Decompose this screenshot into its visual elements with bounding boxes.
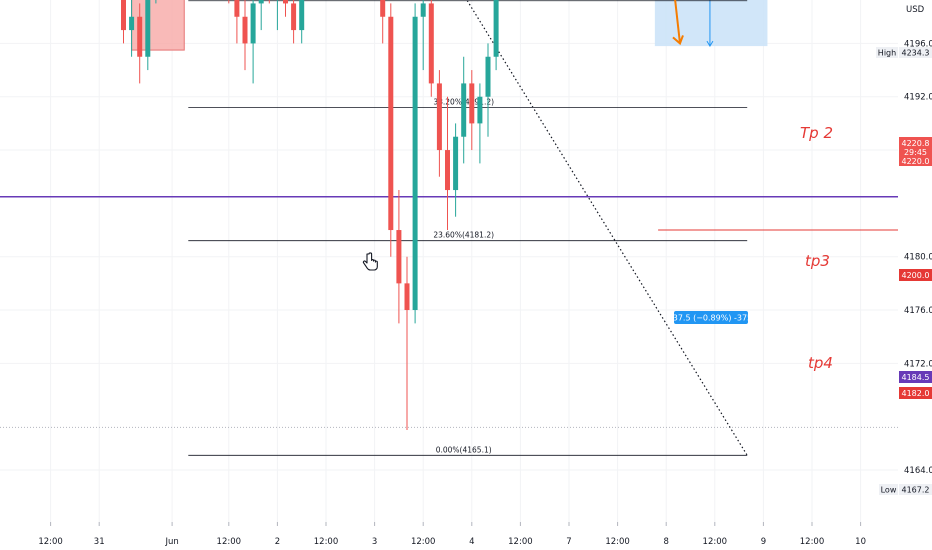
svg-text:4220.8: 4220.8 [902, 139, 930, 148]
purple-level-tag: 4184.5 [899, 371, 932, 383]
time-tick-label: 3 [372, 537, 377, 547]
time-tick-label: 9 [761, 537, 766, 547]
drawn-lines[interactable] [0, 0, 898, 456]
tp3-price-tag: 4200.0 [899, 269, 932, 281]
candle-body [436, 83, 442, 151]
time-tick-label: 12:00 [605, 537, 630, 547]
projection-arrow[interactable] [628, 0, 684, 46]
currency-label: USD [906, 5, 925, 15]
position-measure-arrowhead [706, 40, 714, 48]
position-measure-label: -37.5 (−0.89%) -375 [670, 314, 752, 323]
price-tick-label: 4192.0 [904, 93, 932, 103]
time-tick-label: 12:00 [314, 537, 339, 547]
time-tick-label: 12:00 [508, 537, 533, 547]
svg-text:4184.5: 4184.5 [902, 373, 930, 382]
tp2-annotation[interactable]: Tp 2 [800, 124, 833, 142]
short-position-tool[interactable] [654, 0, 768, 48]
candle-body [388, 16, 394, 231]
time-tick-label: 4 [469, 537, 474, 547]
candle-body [477, 96, 483, 124]
candle-body [242, 16, 248, 44]
candle-body [137, 16, 143, 57]
candle-body [283, 0, 288, 4]
candle-body [258, 0, 264, 4]
low-tag: Low 4167.2 [879, 484, 932, 495]
candle-body [145, 0, 151, 57]
current-price-tag: 4220.8 29:45 4220.0 [899, 137, 932, 166]
grid-layer [0, 0, 898, 522]
candle-body [445, 150, 450, 191]
price-tick-label: 4164.0 [904, 466, 932, 476]
tp4-price-tag: 4182.0 [899, 387, 932, 399]
svg-text:4167.2: 4167.2 [902, 486, 930, 495]
hand-cursor-icon [362, 252, 378, 271]
time-tick-label: 31 [94, 537, 105, 547]
fib-level-label: 0.00%(4165.1) [436, 445, 492, 454]
fib-level-label: 23.60%(4181.2) [433, 231, 494, 240]
svg-text:4182.0: 4182.0 [902, 389, 930, 398]
time-tick-label: 12:00 [800, 537, 825, 547]
descending-trendline [466, 0, 748, 456]
candle-body [121, 0, 126, 31]
tp4-annotation[interactable]: tp4 [808, 354, 833, 372]
tp3-annotation[interactable]: tp3 [805, 252, 830, 270]
svg-text:4200.0: 4200.0 [902, 271, 930, 280]
time-tick-label: 12:00 [217, 537, 242, 547]
candle-body [380, 0, 386, 17]
time-tick-label: 12:00 [703, 537, 728, 547]
high-tag: High 4234.3 [876, 47, 932, 58]
candle-body [428, 3, 434, 84]
candle-body [299, 0, 305, 31]
short-position-target-zone [654, 0, 768, 47]
candle-body [234, 0, 240, 17]
price-tick-label: 4176.0 [904, 306, 932, 316]
time-tick-label: 12:00 [38, 537, 63, 547]
time-axis[interactable]: 12:00 31 Jun 12:00 2 12:00 3 12:00 4 12:00 7 12:00 8… [0, 522, 932, 550]
candle-body [129, 16, 135, 31]
candle-body [250, 3, 256, 44]
position-measure-tag: -37.5 (−0.89%) -375 [670, 311, 752, 324]
candle-body [404, 283, 410, 311]
candle-body [396, 230, 402, 284]
projection-arrow-head [672, 35, 684, 46]
candle-body [461, 83, 467, 137]
time-tick-label: Jun [164, 537, 178, 547]
candles[interactable] [0, 0, 612, 430]
candle-body [453, 136, 459, 191]
time-tick-label: 8 [663, 537, 668, 547]
candle-body [469, 83, 475, 124]
time-tick-label: 7 [566, 537, 571, 547]
time-tick-label: 12:00 [411, 537, 436, 547]
svg-text:High: High [878, 49, 896, 58]
svg-text:4220.0: 4220.0 [902, 157, 930, 166]
price-tick-label: 4180.0 [904, 253, 932, 263]
candle-body [493, 0, 499, 57]
svg-text:Low: Low [881, 486, 897, 495]
svg-text:4234.3: 4234.3 [902, 49, 930, 58]
time-tick-label: 10 [855, 537, 866, 547]
price-tick-label: 4172.0 [904, 359, 932, 369]
price-axis[interactable]: USD 4236.04232.04228.04224.04216.04212.0… [898, 0, 932, 522]
price-tick-label: 4196.0 [904, 39, 932, 49]
price-tags: High 4234.3 4220.8 29:45 4220.0 4200.0 4… [876, 47, 932, 495]
time-tick-label: 2 [275, 537, 280, 547]
candle-body [291, 3, 297, 31]
candle-body [485, 56, 491, 97]
candle-body [412, 16, 418, 311]
candle-body [420, 3, 426, 17]
svg-text:29:45: 29:45 [904, 148, 927, 157]
